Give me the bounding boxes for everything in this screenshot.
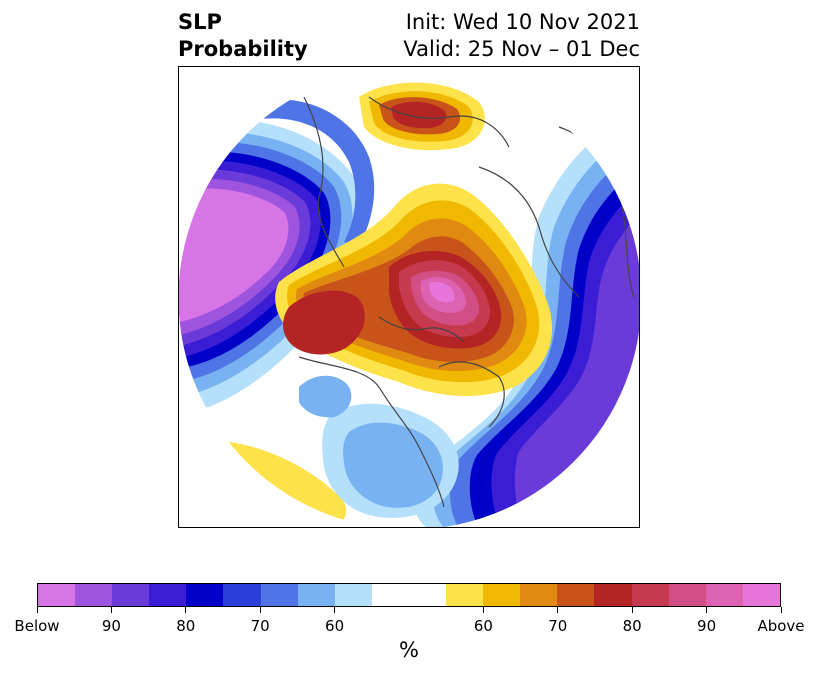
valid-range: Valid: 25 Nov – 01 Dec — [403, 37, 640, 61]
colorbar-tick — [334, 607, 336, 613]
western-canada-high — [283, 290, 365, 355]
colorbar-tick — [36, 607, 38, 613]
colorbar-segment — [705, 584, 743, 606]
colorbar-tick-label: 60 — [473, 617, 493, 635]
colorbar-segment — [297, 584, 335, 606]
colorbar-segment — [520, 584, 558, 606]
init-date: Init: Wed 10 Nov 2021 — [405, 10, 640, 34]
colorbar-tick-label: 60 — [325, 617, 345, 635]
southwest-yellow-band — [229, 442, 347, 527]
colorbar-tick — [482, 607, 484, 613]
colorbar-segment — [668, 584, 706, 606]
map-svg — [179, 67, 639, 527]
colorbar-segment — [631, 584, 669, 606]
colorbar-segment — [742, 584, 780, 606]
colorbar-segment — [557, 584, 595, 606]
colorbar-segment — [75, 584, 113, 606]
colorbar-segment — [112, 584, 150, 606]
colorbar-tick — [110, 607, 112, 613]
alaska-blue-arc — [239, 99, 375, 247]
colorbar-tick-label: Below — [14, 617, 60, 635]
colorbar-tick — [780, 607, 782, 613]
colorbar-tick — [185, 607, 187, 613]
colorbar-segment — [594, 584, 632, 606]
colorbar-segment — [186, 584, 224, 606]
colorbar-unit: % — [399, 638, 419, 662]
colorbar-segment — [334, 584, 372, 606]
colorbar-tick — [259, 607, 261, 613]
colorbar-segment — [223, 584, 261, 606]
colorbar-segment — [149, 584, 187, 606]
colorbar-segment — [446, 584, 484, 606]
probability-map — [178, 66, 640, 528]
colorbar-tick-label: 90 — [697, 617, 717, 635]
colorbar-tick-label: 80 — [622, 617, 642, 635]
north-america-blue — [299, 375, 459, 518]
colorbar — [37, 583, 781, 607]
title-left: SLP Probability — [178, 9, 308, 63]
colorbar-tick-label: 80 — [176, 617, 196, 635]
title-product: Probability — [178, 37, 308, 61]
scandinavia-high-anomaly — [359, 82, 485, 151]
colorbar-segment — [38, 584, 76, 606]
colorbar-segment — [483, 584, 521, 606]
colorbar-segment — [260, 584, 298, 606]
colorbar-segment — [408, 584, 447, 606]
title-variable: SLP — [178, 10, 222, 34]
title-right: Init: Wed 10 Nov 2021 Valid: 25 Nov – 01… — [403, 9, 640, 63]
colorbar-tick-label: 70 — [250, 617, 270, 635]
colorbar-tick-label: 70 — [548, 617, 568, 635]
pacific-low-anomaly — [179, 119, 366, 412]
colorbar-tick — [557, 607, 559, 613]
colorbar-segment — [371, 584, 409, 606]
colorbar-tick — [706, 607, 708, 613]
colorbar-tick-label: Above — [757, 617, 805, 635]
colorbar-tick — [631, 607, 633, 613]
colorbar-tick-label: 90 — [101, 617, 121, 635]
colorbar-ticks — [36, 607, 782, 615]
